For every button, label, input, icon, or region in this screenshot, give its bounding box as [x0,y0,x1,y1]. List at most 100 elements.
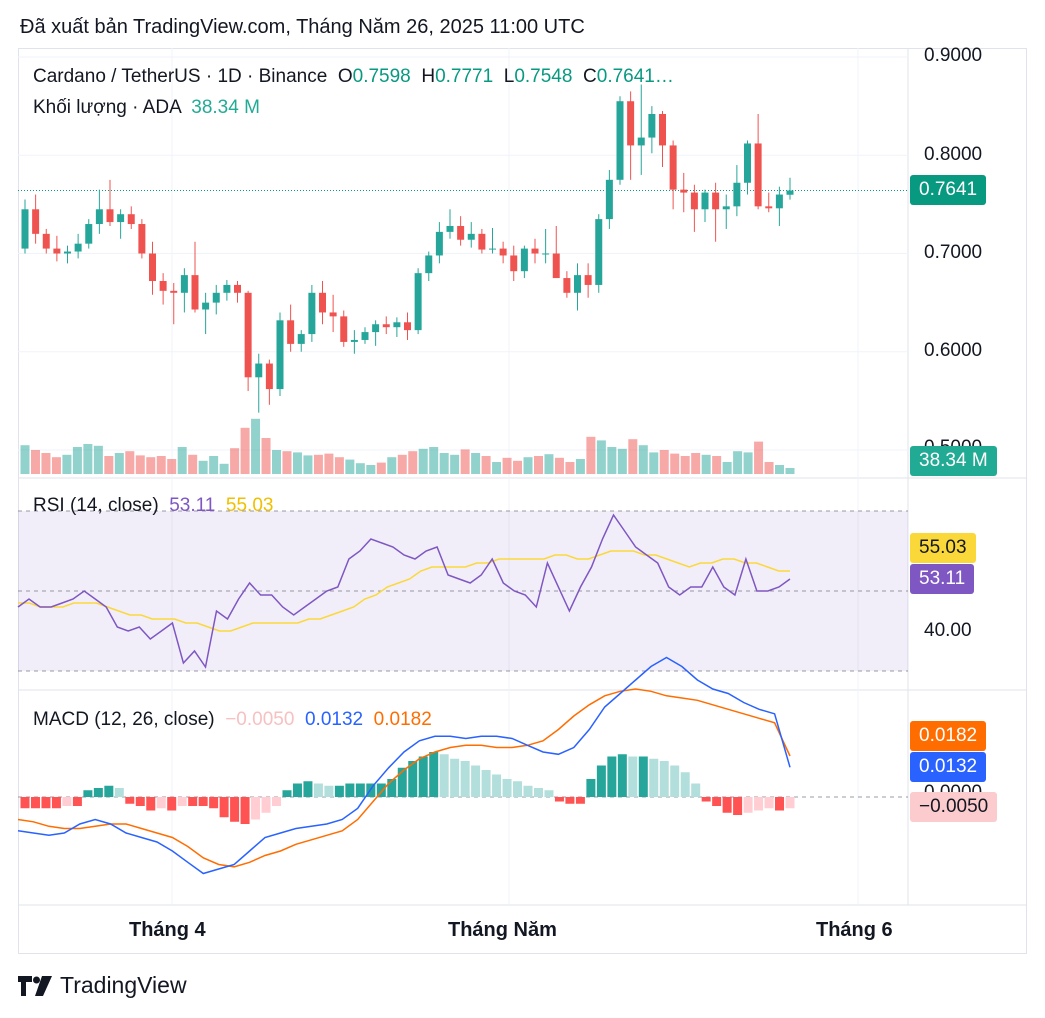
volume-bar [775,465,785,474]
candle-body [180,275,188,293]
volume-bar [324,453,334,474]
macd-histogram-bar [502,779,512,797]
macd-histogram-bar [460,761,470,797]
last-price-label: 0.7641 [910,175,987,205]
macd-histogram-bar [523,785,533,797]
volume-bar [544,454,554,474]
volume-bar [355,463,365,474]
macd-value-label: 0.0132 [910,752,987,782]
macd-histogram-bar [334,785,344,797]
macd-histogram-bar [209,797,219,809]
volume-value: 38.34 M [191,97,260,118]
volume-bar [418,448,428,474]
volume-bar [460,449,470,474]
candle-body [520,248,528,272]
macd-signal-value: 0.0182 [373,709,432,730]
macd-histogram-bar [607,756,617,797]
macd-histogram-bar [156,797,166,809]
volume-title[interactable]: Khối lượng · ADA [33,97,181,118]
candle-body [191,275,199,310]
volume-bar [565,462,575,474]
volume-bar [177,447,187,474]
candle-body [319,292,326,313]
volume-bar [282,451,292,474]
volume-bar [492,462,502,474]
candle-body [308,292,316,335]
volume-bar [680,456,690,474]
macd-histogram-bar [617,754,627,797]
candle-body [414,273,422,331]
candle-body [584,275,592,285]
candle-body [85,224,93,244]
rsi-title[interactable]: RSI (14, close) [33,495,159,516]
candle-body [212,292,220,303]
volume-bar [219,463,229,474]
candle-body [287,320,295,344]
volume-bar [334,457,344,474]
macd-histogram-bar [83,790,93,797]
macd-value: 0.0132 [304,709,364,730]
rsi-line [17,513,791,669]
candle-body [223,284,231,293]
candle-body [382,324,390,328]
macd-line [17,656,791,875]
volume-bar [261,438,271,474]
candle-body [499,248,507,256]
candle-body [659,113,666,146]
macd-histogram-bar [20,797,30,809]
macd-histogram-bar [114,788,124,797]
candle-body [637,137,645,146]
candle-body [149,253,156,282]
rsi-legend: RSI (14, close) 53.11 55.03 [33,495,273,517]
macd-histogram-bar [125,797,135,804]
low-value: 0.7548 [514,66,573,87]
macd-hist-value: −0.0050 [225,709,295,730]
macd-histogram-bar [513,781,523,797]
volume-bar [114,453,124,474]
macd-histogram-bar [575,797,585,804]
volume-bar [345,459,355,474]
volume-bar [701,454,711,474]
candle-body [64,251,71,254]
macd-histogram-bar [345,783,355,797]
volume-bar [93,445,103,474]
macd-histogram-bar [680,772,690,797]
macd-title[interactable]: MACD (12, 26, close) [33,709,215,730]
candle-body [510,255,518,272]
volume-bar [376,462,386,474]
macd-hist-label: −0.0050 [910,792,998,822]
macd-histogram-bar [638,756,648,797]
volume-bar [30,450,40,474]
volume-bar [51,457,61,474]
macd-histogram-bar [167,797,177,811]
volume-bar [20,445,30,474]
rsi-ma-label: 55.03 [910,533,976,563]
volume-bar [230,448,240,474]
candle-body [531,248,539,254]
candle-body [722,206,730,210]
macd-zero-tick: 0.0000 [924,782,983,794]
macd-histogram-bar [104,785,114,797]
candle-body [765,206,773,209]
candle-body [393,322,401,328]
candle-body [159,281,167,291]
symbol-title[interactable]: Cardano / TetherUS · 1D · Binance [33,66,328,87]
candle-body [95,209,103,225]
volume-bar [62,454,72,474]
volume-bar [366,465,376,474]
macd-histogram-bar [691,783,701,797]
macd-histogram-bar [219,797,229,818]
candle-body [202,302,210,310]
volume-bar [83,444,93,474]
macd-histogram-bar [62,797,72,806]
volume-bar [733,451,743,474]
volume-bar [586,436,596,474]
candle-body [627,101,635,146]
tradingview-logo[interactable]: TradingView [18,972,187,999]
macd-histogram-bar [418,756,428,797]
candle-body [648,113,656,138]
volume-bar [135,455,145,474]
candle-body [690,192,698,210]
rsi-ma-value: 55.03 [225,495,274,516]
